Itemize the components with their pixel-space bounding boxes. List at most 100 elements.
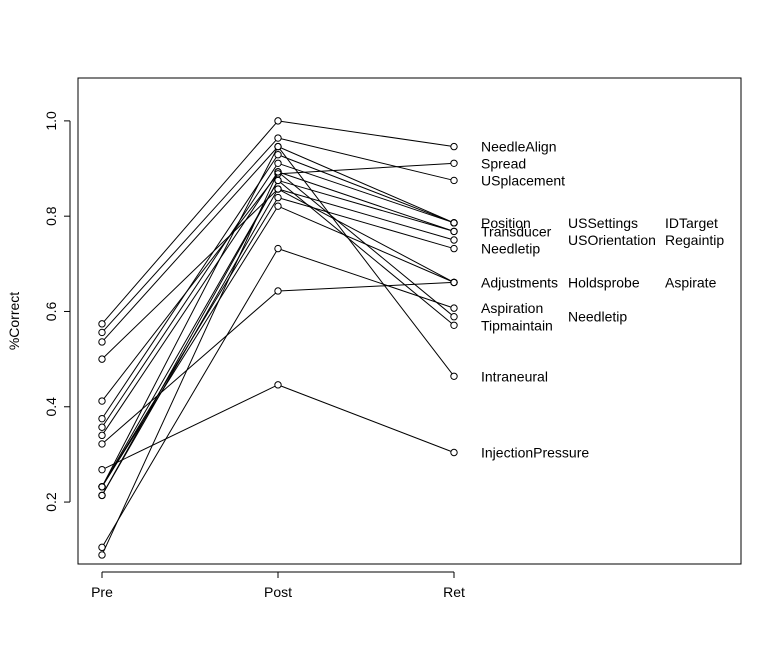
data-point: [274, 142, 282, 151]
series-segment: [280, 138, 452, 181]
series-2: [98, 134, 458, 337]
series-segment: [103, 122, 277, 322]
data-point: [450, 244, 458, 253]
data-point: [274, 287, 282, 295]
x-axis: Pre Post Ret: [91, 571, 465, 600]
data-point: [450, 304, 458, 312]
series-segment: [103, 140, 277, 331]
data-point: [450, 176, 458, 185]
data-point: [98, 328, 106, 337]
series-annotation: Holdsprobe: [568, 274, 640, 290]
data-point: [274, 168, 282, 176]
data-point: [98, 431, 106, 440]
data-point: [450, 448, 458, 457]
data-point: [274, 159, 282, 167]
data-point: [98, 338, 106, 346]
data-point: [98, 397, 106, 405]
series-segment: [102, 174, 278, 553]
data-point: [450, 159, 458, 167]
series-16: [98, 142, 458, 491]
data-point: [274, 185, 282, 193]
series-segment: [280, 189, 452, 240]
data-point: [274, 151, 282, 159]
series-segment: [280, 385, 452, 452]
series-segment: [280, 163, 452, 223]
data-point: [274, 134, 282, 142]
data-point: [98, 320, 106, 328]
data-point: [450, 313, 458, 321]
data-point: [450, 227, 458, 236]
series-annotation: Intraneural: [481, 368, 548, 384]
series-annotation: InjectionPressure: [481, 445, 589, 461]
series-annotation: Spread: [481, 155, 526, 171]
series-segment: [103, 149, 277, 485]
data-point: [98, 414, 106, 423]
data-point: [274, 193, 282, 202]
data-point: [98, 483, 106, 491]
data-point: [98, 465, 106, 474]
series-0: [98, 117, 458, 328]
data-point: [274, 117, 282, 125]
series-segment: [281, 120, 451, 147]
data-point: [274, 381, 282, 389]
series-segment: [104, 292, 276, 443]
data-point: [98, 491, 106, 500]
data-point: [450, 372, 458, 380]
series-annotation: Needletip: [568, 309, 627, 325]
data-point: [450, 321, 458, 329]
y-tick-label: 0.8: [43, 206, 59, 226]
data-point: [98, 440, 106, 448]
y-tick-label: 0.2: [43, 492, 59, 512]
data-point: [450, 236, 458, 244]
plot-frame: [77, 77, 742, 565]
y-axis: 0.2 0.4 0.6 0.8 1.0: [43, 111, 71, 512]
series-segment: [103, 208, 277, 485]
series-segment: [103, 148, 277, 340]
series-segment: [103, 200, 277, 485]
series-annotation: USSettings: [568, 215, 638, 231]
series-segment: [103, 251, 277, 545]
series-10: [98, 278, 458, 448]
series-segment: [281, 162, 451, 175]
series-annotation: Transducer: [481, 223, 552, 239]
series-annotation: USOrientation: [568, 232, 656, 248]
series-segment: [280, 180, 452, 232]
series-segment: [104, 385, 276, 469]
series-segment: [103, 182, 277, 493]
series-layer: [98, 117, 458, 559]
series-segment: [280, 172, 452, 231]
series-segment: [280, 173, 452, 316]
series-segment: [103, 190, 277, 358]
series-15: [98, 176, 458, 500]
data-point: [450, 219, 458, 227]
y-tick-label: 1.0: [43, 111, 59, 131]
data-point: [274, 244, 282, 253]
series-14: [98, 168, 458, 559]
series-annotation: IDTarget: [665, 215, 718, 231]
series-annotation: Tipmaintain: [481, 317, 553, 333]
series-7: [98, 176, 458, 491]
series-1: [98, 159, 458, 405]
data-point: [98, 355, 106, 363]
data-point: [450, 278, 458, 287]
series-3: [98, 142, 458, 346]
series-annotation: Position: [481, 215, 531, 231]
series-annotation: USplacement: [481, 172, 565, 188]
series-5: [98, 159, 458, 431]
y-tick-label: 0.4: [43, 397, 59, 417]
series-segment: [103, 182, 277, 485]
series-annotation: Aspirate: [665, 274, 717, 290]
series-segment: [280, 249, 452, 308]
data-point: [274, 202, 282, 210]
x-tick-label: Ret: [443, 584, 465, 600]
series-annotation: Regaintip: [665, 232, 724, 248]
series-segment: [280, 155, 452, 223]
series-annotation: Adjustments: [481, 274, 558, 290]
x-tick-label: Pre: [91, 584, 113, 600]
series-12: [98, 202, 458, 491]
y-tick-label: 0.6: [43, 302, 59, 322]
series-segment: [103, 165, 277, 425]
series-segment: [281, 282, 451, 292]
